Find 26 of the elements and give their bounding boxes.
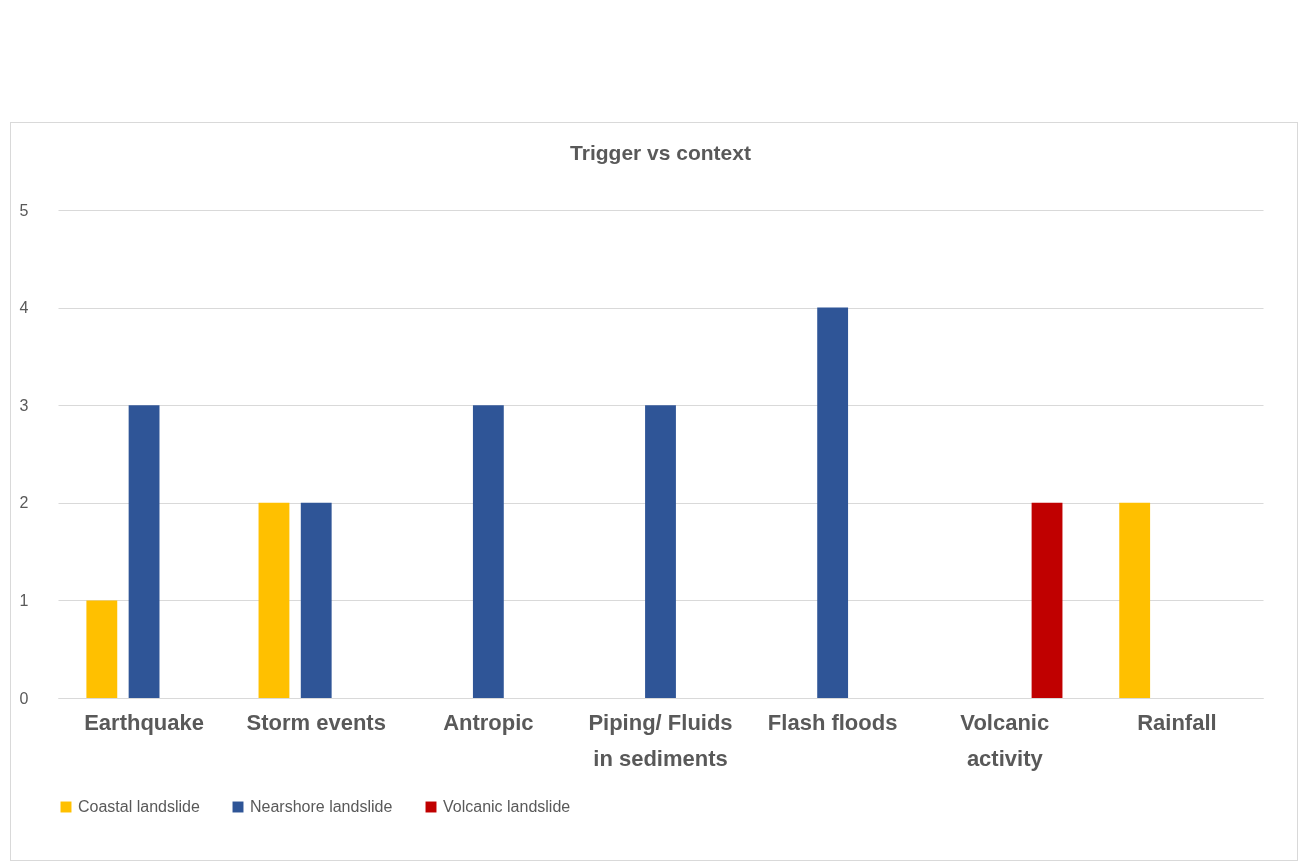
bar <box>300 502 332 698</box>
bar <box>1119 502 1151 698</box>
x-tick-label: Rainfall <box>1137 709 1217 735</box>
legend-label: Coastal landslide <box>78 798 200 815</box>
bar <box>128 405 160 698</box>
chart-title: Trigger vs context <box>570 141 751 164</box>
y-tick-label: 0 <box>19 689 29 707</box>
x-tick-label: Antropic <box>443 709 534 735</box>
x-tick-label: Earthquake <box>84 709 204 735</box>
bar <box>86 600 118 698</box>
y-tick-label: 4 <box>19 299 29 317</box>
x-tick-label: Volcanic activity <box>960 709 1050 771</box>
x-tick-label: Storm events <box>246 709 386 735</box>
x-tick-label: Flash floods <box>767 709 898 735</box>
y-tick-label: 5 <box>19 201 29 219</box>
legend-label: Volcanic landslide <box>443 798 571 815</box>
y-tick-label: 2 <box>19 494 29 512</box>
y-tick-label: 1 <box>19 591 29 609</box>
x-tick-label: Piping/ Fluids in sediments <box>588 709 733 771</box>
y-tick-label: 3 <box>19 396 29 414</box>
bar <box>645 405 676 698</box>
legend-label: Nearshore landslide <box>250 798 393 815</box>
bar <box>472 405 504 698</box>
bar <box>817 307 849 698</box>
bar <box>1031 502 1063 698</box>
bar <box>258 502 290 698</box>
